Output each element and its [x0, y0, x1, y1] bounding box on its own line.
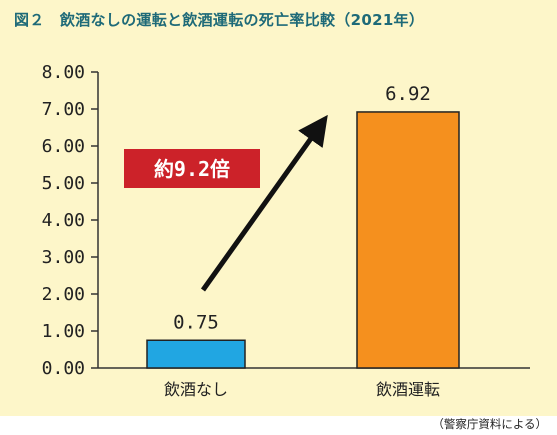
chart-title: 図２ 飲酒なしの運転と飲酒運転の死亡率比較（2021年） [14, 11, 425, 29]
y-tick-label: 0.00 [42, 358, 85, 379]
y-tick-label: 3.00 [42, 247, 85, 268]
ratio-label: 約9.2倍 [154, 157, 230, 181]
category-label: 飲酒運転 [376, 380, 440, 399]
category-label: 飲酒なし [164, 380, 228, 399]
y-tick-label: 8.00 [42, 62, 85, 83]
y-tick-label: 2.00 [42, 284, 85, 305]
y-tick-label: 7.00 [42, 99, 85, 120]
bar [146, 339, 246, 369]
growth-arrow [200, 114, 328, 292]
bar [356, 111, 460, 369]
chart-panel [0, 0, 557, 416]
y-axis-ticks: 0.00 1.00 2.00 3.00 4.00 5.00 6.00 7.00 8.00 [42, 62, 98, 379]
y-tick-label: 4.00 [42, 210, 85, 231]
y-tick-label: 6.00 [42, 136, 85, 157]
bar-value-label: 0.75 [173, 311, 219, 333]
bar-value-label: 6.92 [385, 83, 431, 105]
bars: 0.75 飲酒なし 6.92 飲酒運転 [146, 83, 460, 399]
ratio-box [124, 149, 260, 188]
y-tick-label: 5.00 [42, 173, 85, 194]
y-tick-label: 1.00 [42, 321, 85, 342]
source-note: （警察庁資料による） [432, 417, 547, 431]
